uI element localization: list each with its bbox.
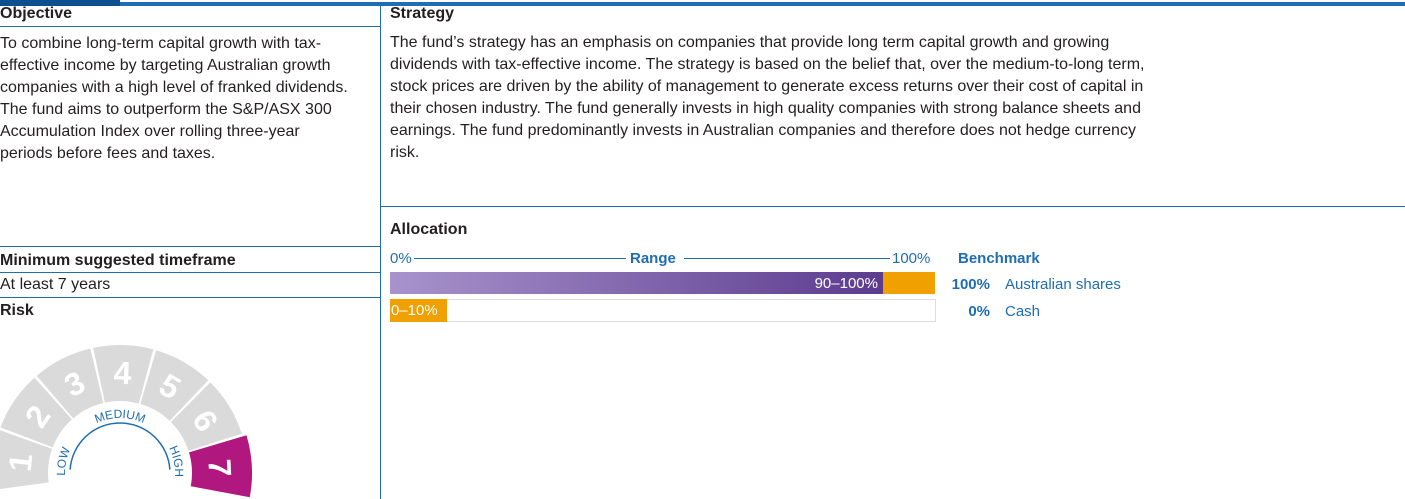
objective-heading: Objective xyxy=(0,5,73,22)
risk-segment xyxy=(170,382,242,451)
risk-level: 4 xyxy=(113,355,132,391)
risk-segment xyxy=(36,348,104,419)
range-bar-tail xyxy=(883,272,935,294)
rule xyxy=(0,26,380,27)
risk-band: HIGH xyxy=(166,444,186,478)
risk-level: 1 xyxy=(2,452,40,473)
risk-band: MEDIUM xyxy=(93,407,148,426)
range-bar xyxy=(390,299,447,322)
range-label: 90–100% xyxy=(814,275,878,292)
objective-text: To combine long-term capital growth with… xyxy=(0,35,348,162)
asset-name: Cash xyxy=(1005,303,1041,320)
risk-segment xyxy=(188,435,253,498)
column-divider xyxy=(380,6,381,499)
risk-band: LOW xyxy=(54,445,73,476)
scale-line xyxy=(414,258,626,259)
risk-heading: Risk xyxy=(0,302,34,319)
band-arc xyxy=(69,422,171,470)
risk-segment xyxy=(93,345,154,404)
top-bar xyxy=(0,2,1405,6)
timeframe-text: At least 7 years xyxy=(0,276,111,293)
scale-min: 0% xyxy=(390,250,412,267)
rule xyxy=(0,246,380,247)
risk-segment xyxy=(0,430,53,490)
benchmark-heading: Benchmark xyxy=(958,250,1040,267)
range-bar xyxy=(390,272,883,294)
scale-max: 100% xyxy=(892,250,931,267)
benchmark-value: 100% xyxy=(951,276,990,293)
risk-band-label: MEDIUM xyxy=(93,407,148,426)
scale-line xyxy=(684,258,890,259)
risk-band-label: HIGH xyxy=(166,444,186,478)
strategy-heading: Strategy xyxy=(390,5,455,22)
asset-name: Australian shares xyxy=(1005,276,1121,293)
range-label: 0–10% xyxy=(391,302,438,319)
top-tab xyxy=(0,0,120,6)
rule xyxy=(0,297,380,298)
benchmark-value: 0% xyxy=(968,303,990,320)
risk-segment xyxy=(0,377,72,448)
allocation-heading: Allocation xyxy=(390,221,468,238)
risk-level: 7 xyxy=(201,458,238,478)
rule xyxy=(381,206,1405,207)
timeframe-heading: Minimum suggested timeframe xyxy=(0,252,236,269)
strategy-text: The fund’s strategy has an emphasis on c… xyxy=(390,34,1145,161)
rule xyxy=(0,272,380,273)
risk-band-label: LOW xyxy=(54,445,73,476)
range-bar-empty xyxy=(390,299,936,322)
scale-label: Range xyxy=(630,250,676,267)
risk-segment xyxy=(140,350,209,421)
